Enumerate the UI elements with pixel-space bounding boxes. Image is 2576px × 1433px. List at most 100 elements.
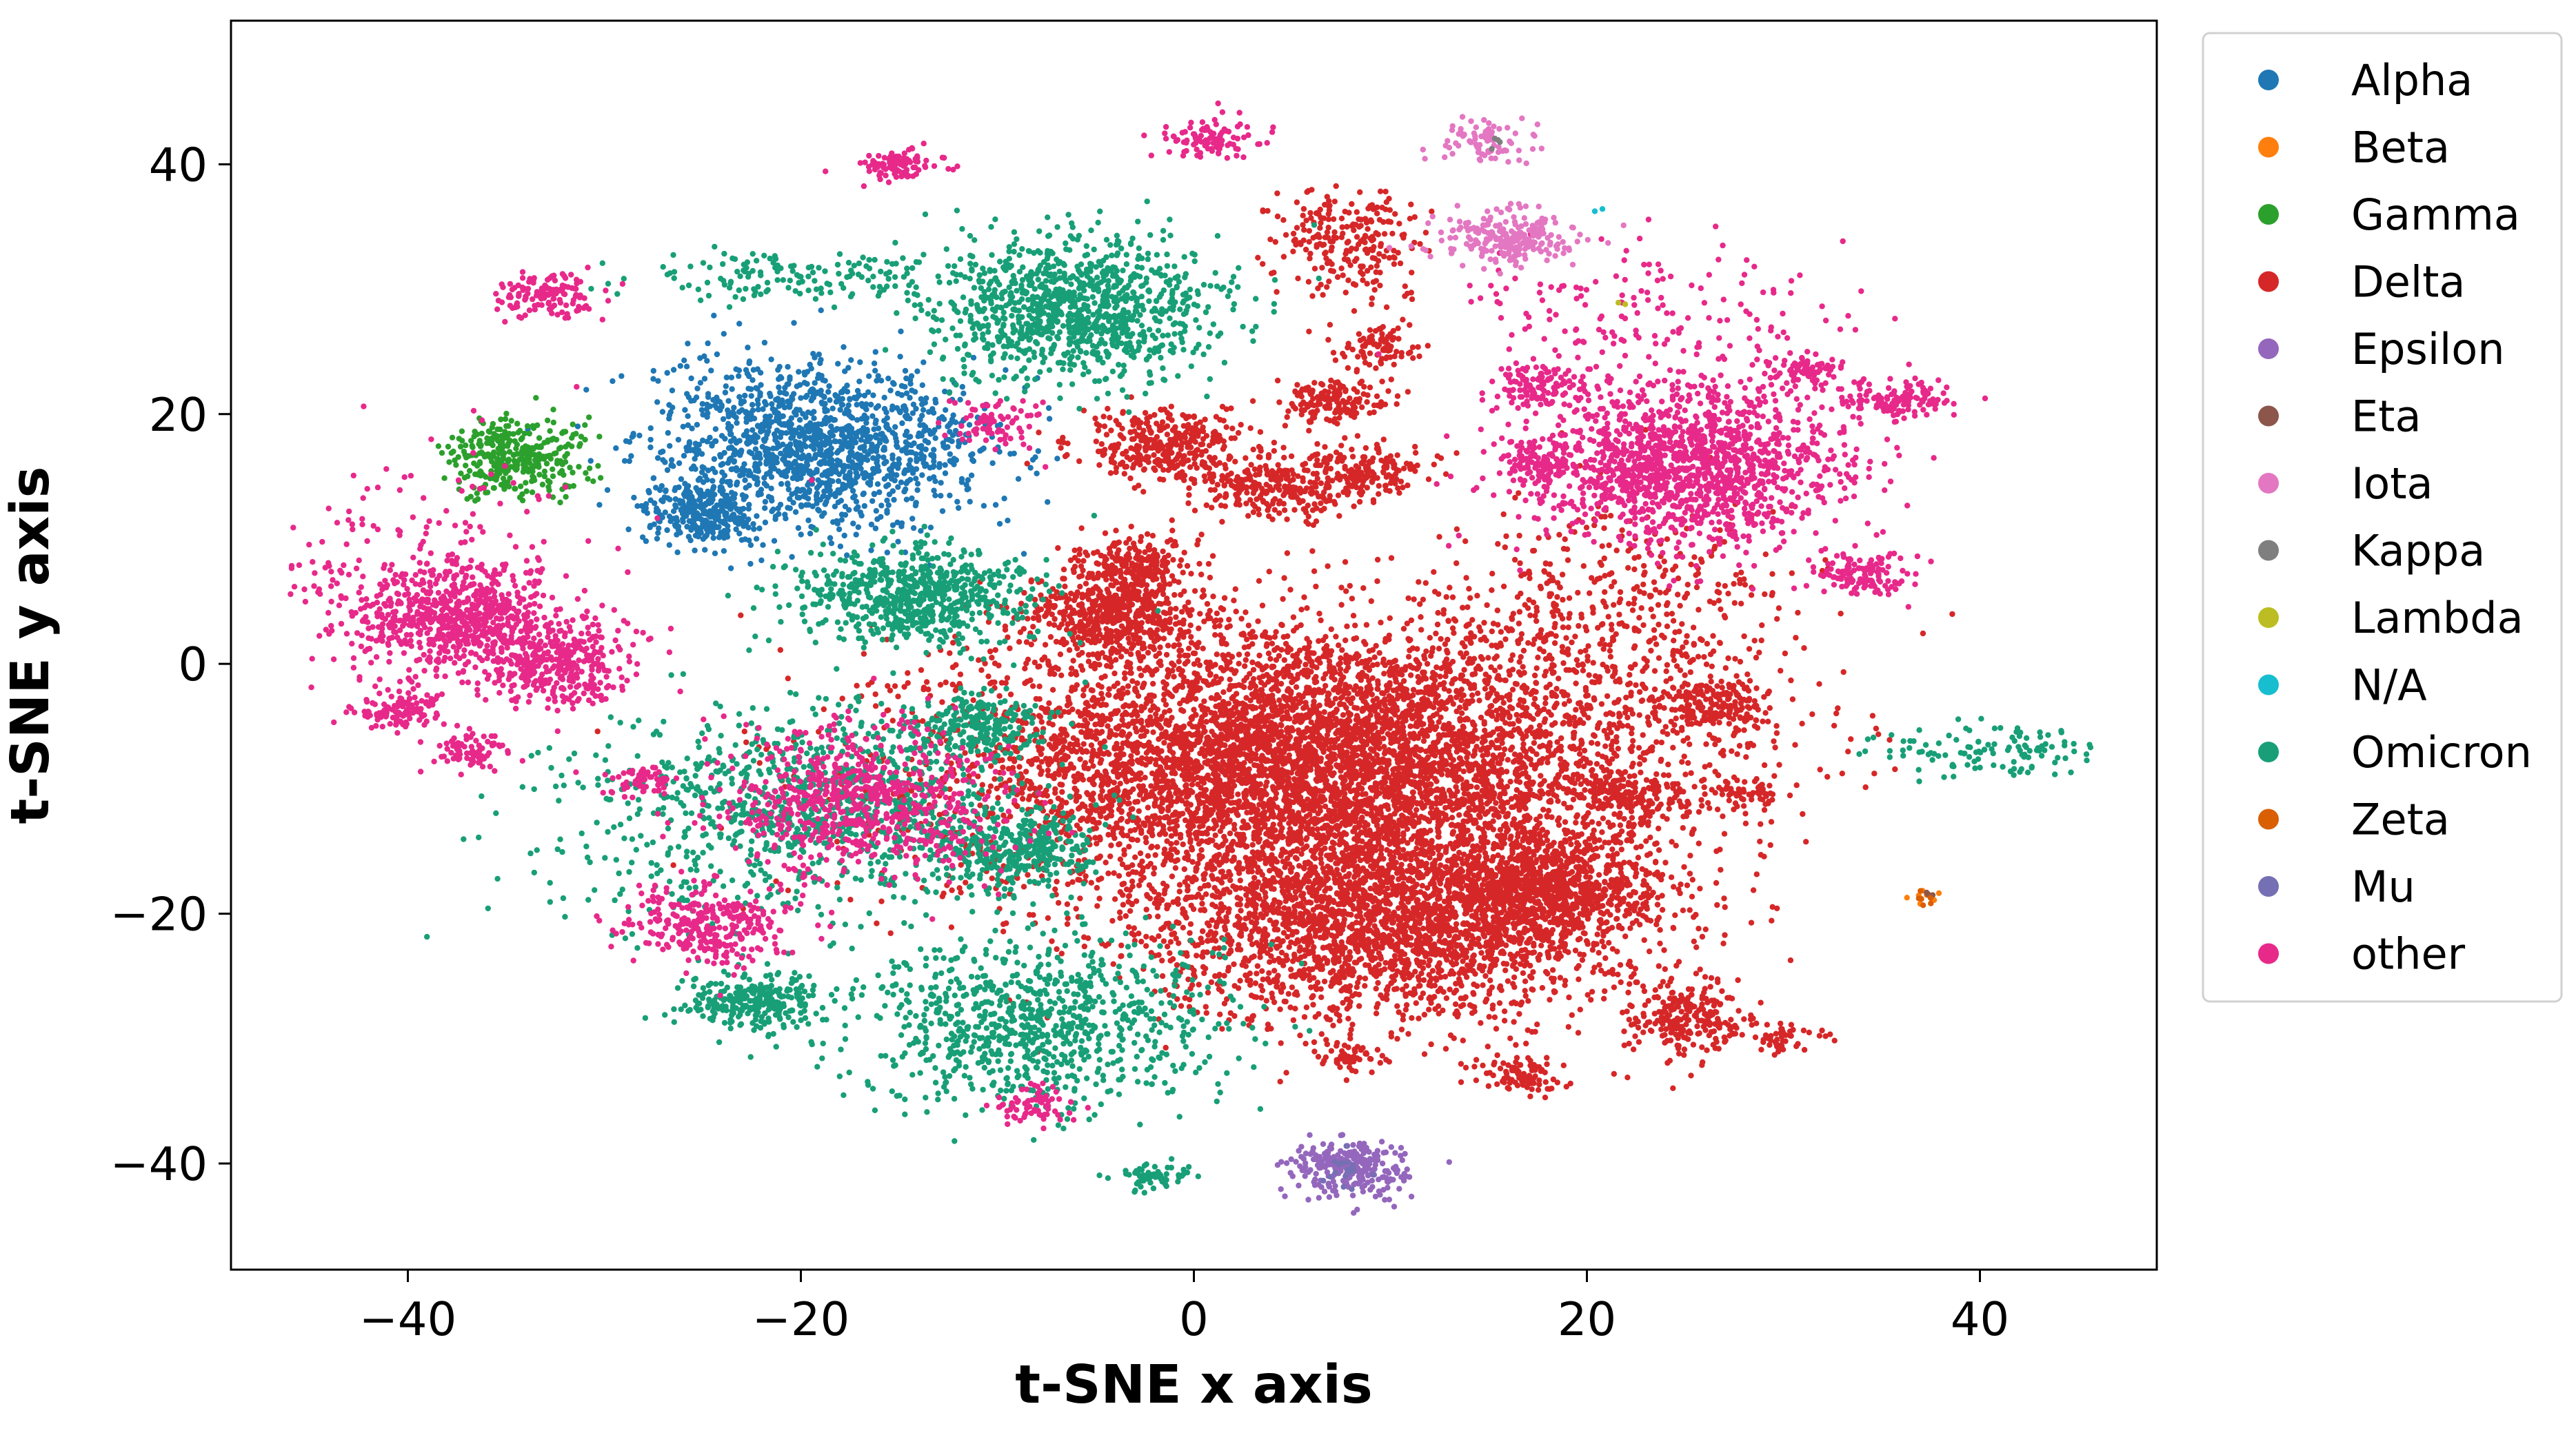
data-point [905, 670, 911, 676]
data-point [1199, 853, 1205, 860]
data-point [1185, 788, 1191, 795]
data-point [1558, 743, 1564, 750]
data-point [1182, 652, 1188, 659]
data-point [1448, 790, 1454, 797]
data-point [1329, 757, 1335, 764]
data-point [1726, 720, 1732, 727]
data-point [1407, 779, 1413, 785]
data-point [1133, 898, 1140, 904]
data-point [1381, 671, 1387, 677]
data-point [987, 648, 994, 655]
data-point [854, 682, 860, 689]
data-point [1321, 709, 1327, 715]
data-point [1198, 749, 1205, 755]
data-point [985, 673, 992, 680]
data-point [1358, 674, 1365, 681]
data-point [1121, 847, 1127, 853]
data-point [1290, 837, 1297, 844]
data-point [1256, 652, 1262, 659]
data-point [1356, 758, 1363, 764]
data-point [1007, 777, 1013, 784]
data-point [1532, 734, 1538, 740]
data-point [1207, 574, 1214, 581]
data-point [670, 862, 676, 868]
data-point [1151, 871, 1157, 877]
data-point [1250, 675, 1257, 682]
data-point [1338, 585, 1345, 591]
data-point [1416, 579, 1422, 585]
data-point [1578, 649, 1584, 655]
data-point [1498, 629, 1505, 635]
data-point [1566, 698, 1573, 704]
data-point [1703, 741, 1709, 747]
data-point [1209, 789, 1216, 795]
data-point [1016, 639, 1023, 645]
data-point [1476, 698, 1482, 704]
data-point [1400, 846, 1407, 853]
data-point [1325, 563, 1331, 569]
data-point [1704, 800, 1711, 806]
data-point [1090, 713, 1096, 720]
data-point [1389, 719, 1395, 725]
data-point [1280, 596, 1286, 602]
data-point [1296, 647, 1303, 653]
data-point [1000, 764, 1006, 771]
data-point [1304, 673, 1311, 680]
data-point [1027, 677, 1034, 684]
data-point [1214, 720, 1220, 727]
data-point [1622, 704, 1629, 711]
data-point [741, 729, 748, 735]
data-point [1507, 746, 1514, 753]
data-point [1194, 724, 1201, 731]
data-point [1338, 678, 1344, 685]
data-point [1393, 723, 1400, 729]
data-point [1154, 844, 1160, 850]
data-point [1466, 586, 1472, 592]
data-point [1236, 651, 1242, 658]
data-point [1260, 844, 1266, 851]
data-point [1037, 784, 1043, 791]
data-point [1493, 737, 1500, 744]
data-point [1646, 948, 1653, 955]
data-point [1427, 781, 1433, 787]
data-point [1580, 763, 1587, 770]
data-point [1489, 685, 1495, 691]
data-point [1743, 754, 1749, 760]
data-point [1206, 736, 1213, 743]
data-point [1275, 687, 1281, 694]
data-point [1359, 814, 1365, 821]
data-point [1080, 692, 1087, 699]
data-point [1316, 611, 1322, 617]
data-point [1331, 687, 1337, 693]
data-point [1518, 731, 1525, 737]
data-point [1458, 697, 1465, 704]
data-point [878, 898, 885, 904]
data-point [1491, 764, 1497, 771]
data-point [1629, 730, 1635, 737]
data-point [1163, 702, 1169, 708]
data-point [978, 667, 985, 673]
data-point [1045, 767, 1051, 773]
data-point [1129, 878, 1136, 884]
data-point [1707, 762, 1713, 769]
data-point [1301, 594, 1307, 600]
data-point [1302, 836, 1309, 843]
data-point [1058, 797, 1065, 804]
data-point [1729, 748, 1735, 754]
data-point [1596, 820, 1602, 827]
data-point [1381, 744, 1387, 750]
data-point [1479, 655, 1486, 662]
data-point [1574, 812, 1580, 818]
data-point [1052, 886, 1058, 893]
data-point [1345, 873, 1351, 880]
data-point [1386, 693, 1393, 699]
data-point [1576, 751, 1583, 758]
data-point [895, 693, 901, 700]
data-point [1552, 720, 1558, 726]
data-point [1949, 611, 1955, 618]
data-point [994, 785, 1000, 792]
data-point [1438, 771, 1445, 778]
data-point [1429, 645, 1436, 651]
data-point [1722, 932, 1728, 938]
data-point [1076, 722, 1082, 729]
